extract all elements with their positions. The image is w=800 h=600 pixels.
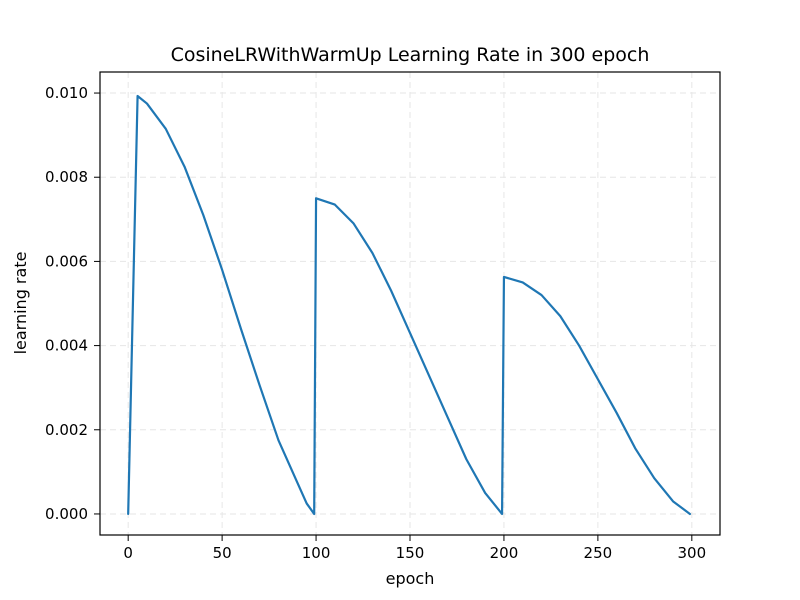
- y-axis-ticks: 0.000 0.002 0.004 0.006 0.008 0.010: [45, 84, 100, 523]
- x-tick-label: 200: [490, 544, 519, 562]
- chart-title: CosineLRWithWarmUp Learning Rate in 300 …: [171, 44, 650, 66]
- y-tick-label: 0.000: [45, 505, 88, 523]
- y-tick-label: 0.006: [45, 252, 88, 270]
- y-tick-label: 0.002: [45, 421, 88, 439]
- x-axis-ticks: 0 50 100 150 200 250 300: [123, 535, 706, 562]
- grid-layer: [100, 72, 720, 535]
- y-axis-label: learning rate: [11, 252, 30, 355]
- series-layer: [127, 94, 692, 516]
- y-tick-label: 0.004: [45, 337, 88, 355]
- y-tick-label: 0.008: [45, 168, 88, 186]
- x-tick-label: 100: [302, 544, 331, 562]
- x-axis-label: epoch: [386, 569, 435, 588]
- x-tick-label: 300: [677, 544, 706, 562]
- x-tick-label: 150: [396, 544, 425, 562]
- y-tick-label: 0.010: [45, 84, 88, 102]
- learning-rate-series-line: [127, 94, 692, 516]
- x-tick-label: 250: [584, 544, 613, 562]
- x-tick-label: 50: [213, 544, 232, 562]
- x-tick-label: 0: [123, 544, 133, 562]
